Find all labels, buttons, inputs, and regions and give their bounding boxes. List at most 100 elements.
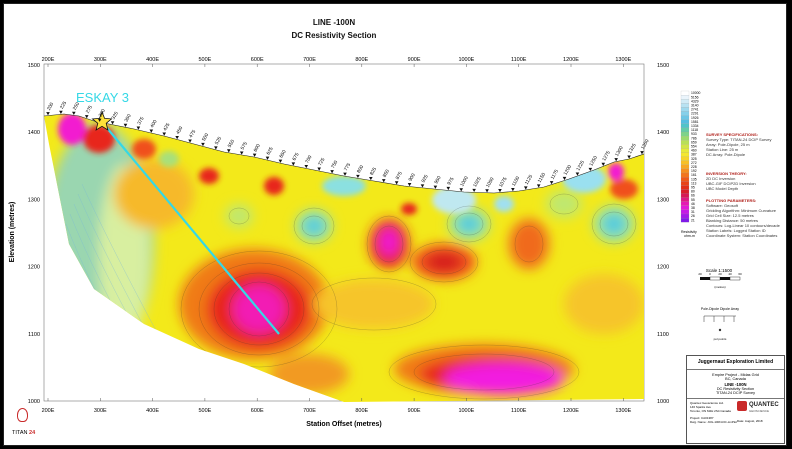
legend-swatch	[680, 181, 690, 186]
pole-dipole-points: pol points	[714, 337, 727, 341]
legend-value: 26	[691, 214, 695, 218]
station-label: 900	[408, 172, 417, 182]
station-label: 700	[304, 154, 313, 164]
legend-value: 46	[691, 202, 695, 206]
x-tick-bottom: 1300E	[615, 408, 631, 414]
station-marker-icon	[162, 132, 167, 136]
station-marker-icon	[278, 159, 283, 163]
x-tick-top: 800E	[355, 57, 368, 63]
legend-swatch	[680, 131, 690, 137]
legend-swatch	[680, 140, 690, 145]
station-label: 1050	[485, 176, 496, 189]
section-title: DC Resistivity Section	[291, 31, 377, 40]
station-marker-icon	[536, 184, 541, 188]
station-marker-icon	[523, 186, 528, 190]
section-frame: LINE -100N DC Resistivity Section	[3, 3, 787, 446]
legend-swatch	[680, 197, 690, 202]
legend-swatch	[680, 185, 690, 190]
x-axis-label: Station Offset (metres)	[306, 421, 381, 428]
legend-swatch	[680, 136, 690, 141]
legend-swatch	[680, 177, 690, 182]
x-ticks-top: 200E 300E 400E 500E 600E 700E 800E 900E 1000E 110…	[42, 57, 632, 67]
station-label: 625	[266, 146, 275, 156]
scale-ticks: 20 0 20 40 60	[698, 272, 742, 276]
legend-value: 38	[691, 206, 695, 210]
station-markers: 200 225 250 275 300 325 350 375 400 425 450 475 500 5…	[46, 100, 651, 193]
titan-text: TITAN	[12, 430, 28, 436]
station-label: 1200	[563, 164, 574, 177]
legend-swatch	[680, 156, 690, 161]
x-ticks-bottom: 200E 300E 400E 500E 600E 700E 800E 900E 1000E 110…	[42, 398, 632, 414]
legend-value: 228	[691, 165, 697, 169]
line-title: LINE -100N	[312, 18, 356, 27]
y-tick-left: 1500	[28, 63, 40, 69]
station-marker-icon	[252, 153, 257, 157]
legend-value: 1926	[691, 116, 699, 120]
x-tick-top: 200E	[42, 57, 55, 63]
station-marker-icon	[601, 162, 606, 166]
hole-label: ESKAY 3	[76, 90, 129, 105]
station-marker-icon	[226, 149, 231, 153]
legend-swatch	[680, 107, 690, 112]
legend-value: 95	[691, 186, 695, 190]
survey-specs: SURVEY SPECIFICATIONS: Survey Type: TITA…	[706, 132, 772, 157]
legend-value: 272	[691, 161, 697, 165]
x-tick-top: 600E	[251, 57, 264, 63]
station-marker-icon	[446, 186, 451, 191]
plot-param-line: Gridding Algorithm: Minimum Curvature	[706, 208, 777, 213]
x-tick-top: 300E	[94, 57, 107, 63]
station-marker-icon	[562, 176, 567, 181]
station-marker-icon	[394, 181, 399, 185]
station-label: 225	[59, 100, 68, 110]
x-tick-top: 1200E	[563, 57, 579, 63]
legend-value: 135	[691, 177, 697, 181]
project-no: Project: CA01387	[690, 416, 714, 420]
legend-swatch	[680, 189, 690, 194]
legend-swatch	[680, 123, 690, 128]
contractor: Quantec Geoscience Ltd.	[690, 401, 724, 405]
station-label: 1125	[524, 174, 535, 186]
scale-tick: 60	[738, 272, 742, 276]
x-tick-bottom: 1000E	[458, 408, 474, 414]
tb-survey: TITAN-24 DCIP Survey	[715, 391, 756, 395]
station-label: 950	[433, 175, 442, 185]
x-tick-bottom: 500E	[198, 408, 211, 414]
station-marker-icon	[136, 126, 141, 130]
legend-value: 2291	[691, 112, 699, 116]
station-label: 850	[382, 168, 391, 178]
station-marker-icon	[46, 112, 50, 116]
station-marker-icon	[511, 187, 515, 192]
x-tick-bottom: 1200E	[563, 408, 579, 414]
scale-label: Scale 1:1500	[706, 268, 733, 273]
station-label: 1150	[537, 172, 548, 184]
station-marker-icon	[175, 136, 179, 140]
station-label: 1300	[614, 145, 625, 158]
x-tick-bottom: 600E	[251, 408, 264, 414]
legend-value: 55	[691, 198, 695, 202]
station-label: 350	[124, 113, 133, 123]
x-tick-top: 1300E	[615, 57, 631, 63]
survey-line: DC Array: Pole-Dipole	[706, 152, 746, 157]
legend-swatch	[680, 218, 690, 223]
legend-value: 113	[691, 181, 697, 185]
legend-value: 4329	[691, 99, 699, 103]
legend-value: 80	[691, 190, 695, 194]
project-name: Empire Project - Midas Grid	[712, 373, 759, 377]
station-label: 375	[136, 116, 145, 126]
legend-unit2: ohm-m	[684, 234, 695, 238]
station-marker-icon	[59, 110, 63, 115]
station-label: 1250	[588, 155, 599, 168]
station-label: 200	[46, 101, 55, 111]
y-ticks-left: 1500 1400 1300 1200 1100 1000	[28, 63, 40, 405]
title-block: Juggernaut Exploration Limited Empire Pr…	[686, 355, 785, 444]
legend-swatch	[680, 115, 690, 120]
plot-params-title: PLOTTING PARAMETERS:	[706, 198, 757, 203]
station-label: 600	[253, 143, 262, 153]
station-label: 1225	[575, 159, 586, 172]
station-marker-icon	[640, 151, 644, 155]
station-label: 550	[227, 139, 236, 149]
location: BC, Canada	[725, 377, 746, 381]
station-marker-icon	[123, 123, 128, 127]
legend-value: 786	[691, 136, 697, 140]
drawing-name: Dwg. Name: JUG-100N-DC-LinPlot	[690, 420, 738, 424]
